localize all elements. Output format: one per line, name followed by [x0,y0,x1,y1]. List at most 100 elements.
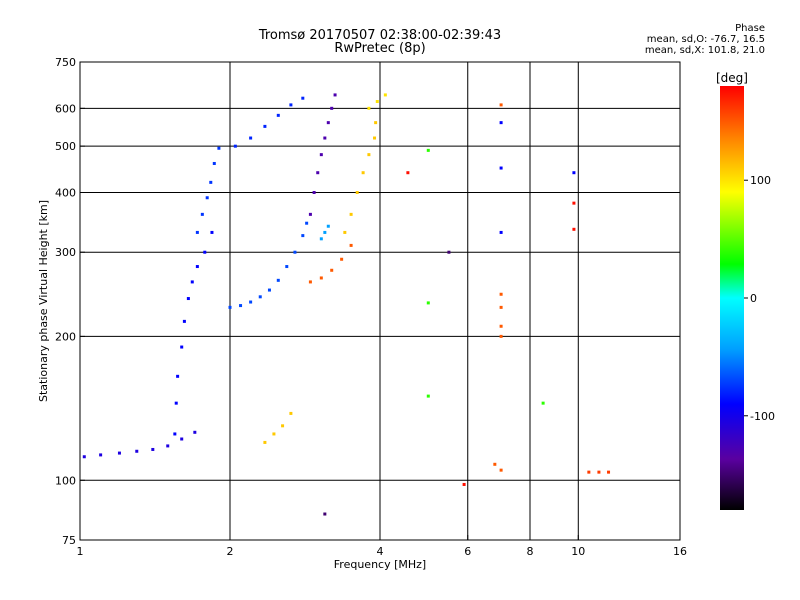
data-point [330,106,334,110]
data-point [406,171,410,175]
data-point [195,230,199,234]
data-point [330,268,334,272]
data-point [367,106,371,110]
colorbar [720,86,744,510]
data-point [499,334,503,338]
x-tick-label: 16 [673,545,687,558]
colorbar-tick-label: 0 [750,292,757,305]
data-point [316,171,320,175]
data-point [323,230,327,234]
data-point [210,230,214,234]
data-point [293,250,297,254]
data-point [426,148,430,152]
data-point [276,278,280,282]
data-point [233,144,237,148]
data-point [355,190,359,194]
data-point [499,292,503,296]
data-point [217,146,221,150]
data-point [319,153,323,157]
data-point [326,121,330,125]
data-point [276,113,280,117]
data-point [301,234,305,238]
phase-mean-o: mean, sd,O: -76.7, 16.5 [646,34,765,45]
data-point [572,171,576,175]
data-point [587,470,591,474]
y-tick-label: 100 [55,474,76,487]
data-point [319,237,323,241]
data-point [607,470,611,474]
colorbar-ticks: 100 0 -100 [744,174,775,423]
data-point [193,430,197,434]
data-point [340,257,344,261]
data-point [263,124,267,128]
phase-mean-x: mean, sd,X: 101.8, 21.0 [644,45,765,56]
data-point [289,103,293,107]
data-point [349,243,353,247]
data-points [82,93,611,516]
data-point [426,394,430,398]
data-point [447,250,451,254]
y-tick-label: 400 [55,186,76,199]
data-point [249,136,253,140]
chart-subtitle: RwPretec (8p) [334,41,426,56]
y-tick-label: 200 [55,330,76,343]
phase-heading: Phase [735,23,765,34]
data-point [597,470,601,474]
data-point [289,411,293,415]
data-point [361,171,365,175]
data-point [499,230,503,234]
data-point [343,230,347,234]
data-point [212,161,216,165]
y-tick-label: 500 [55,140,76,153]
data-point [305,221,309,225]
data-point [541,401,545,405]
y-axis-ticks: 75 100 200 300 400 500 600 750 [55,56,85,547]
data-point [99,453,103,457]
data-point [135,449,139,453]
data-point [374,121,378,125]
data-point [182,319,186,323]
data-point [180,437,184,441]
grid-lines [80,62,680,540]
x-tick-label: 2 [227,545,234,558]
data-point [117,451,121,455]
data-point [186,297,190,301]
data-point [239,304,243,308]
data-point [499,166,503,170]
data-point [267,288,271,292]
x-tick-label: 6 [464,545,471,558]
data-point [326,224,330,228]
data-point [82,455,86,459]
data-point [308,280,312,284]
colorbar-tick-label: 100 [750,174,771,187]
data-point [499,324,503,328]
data-point [375,100,379,104]
data-point [426,301,430,305]
data-point [195,265,199,269]
chart-title: Tromsø 20170507 02:38:00-02:39:43 [258,28,502,43]
data-point [333,93,337,97]
data-point [319,276,323,280]
data-point [190,280,194,284]
data-point [173,432,177,436]
data-point [373,136,377,140]
y-tick-label: 300 [55,246,76,259]
data-point [499,305,503,309]
data-point [200,212,204,216]
data-point [349,212,353,216]
data-point [258,295,262,299]
x-tick-label: 4 [377,545,384,558]
data-point [249,300,253,304]
data-point [176,374,180,378]
data-point [205,196,209,200]
data-point [367,153,371,157]
data-point [308,212,312,216]
data-point [383,93,387,97]
data-point [285,265,289,269]
data-point [323,136,327,140]
data-point [180,345,184,349]
y-tick-label: 600 [55,102,76,115]
x-axis-ticks: 1 2 4 6 8 10 16 [77,535,687,558]
data-point [493,462,497,466]
